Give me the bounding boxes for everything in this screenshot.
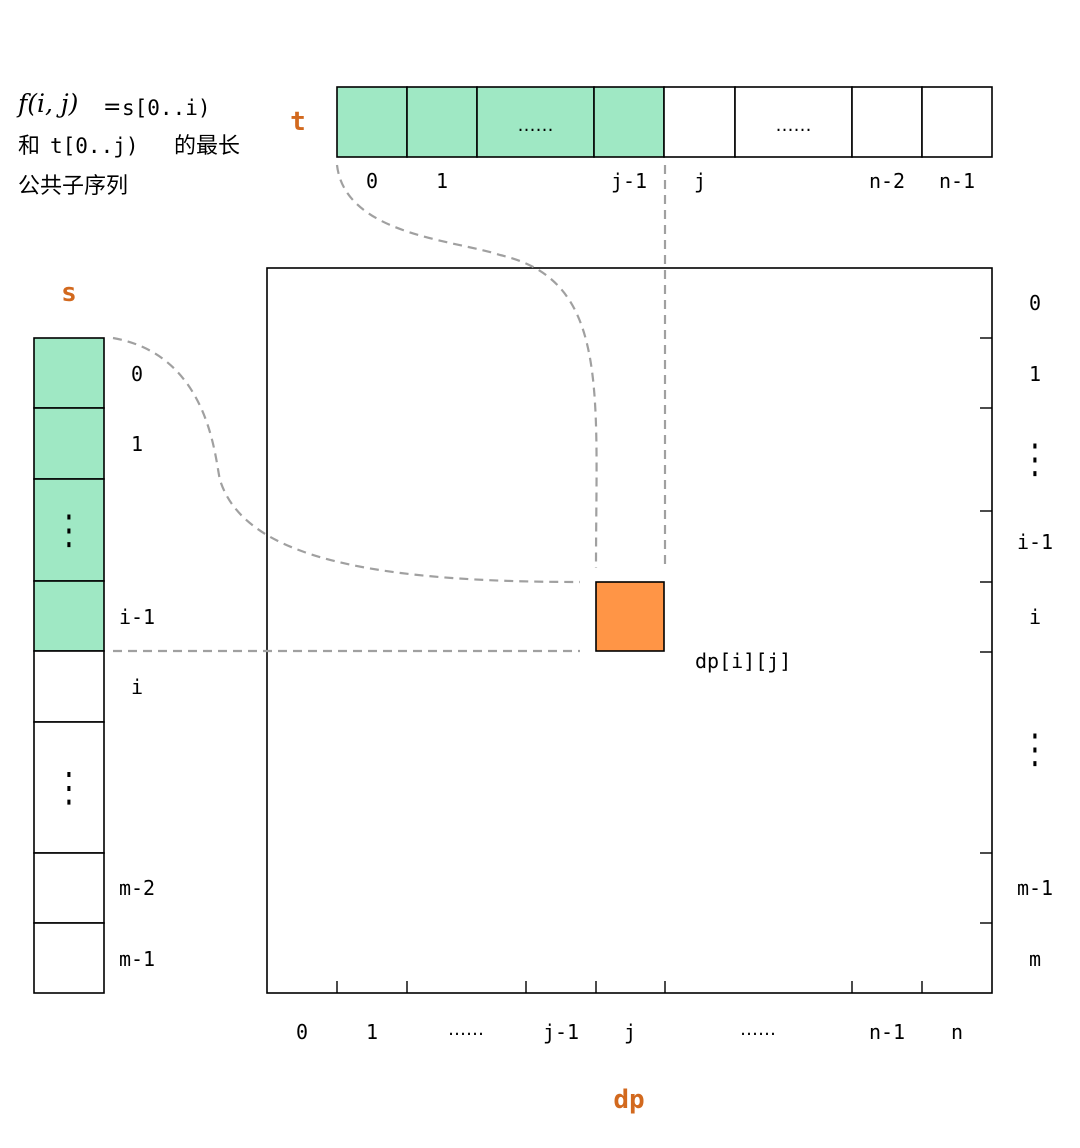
t-cell: [406, 86, 478, 158]
s-cell: [33, 852, 105, 924]
dp-row-labels: 0 1 ⋮ i-1 i ⋮ m-1 m: [1017, 291, 1053, 971]
definition-s-range: s[0..i): [122, 96, 211, 120]
dp-target-cell: [595, 581, 665, 652]
dp-row-m: m: [1029, 947, 1041, 971]
connectors: [112, 164, 667, 653]
s-array-name: s: [61, 278, 77, 308]
definition-line2-prefix: 和: [18, 134, 40, 159]
s-cell: [33, 337, 105, 409]
dp-bottom-ticks: [336, 981, 923, 993]
dp-col-0: 0: [296, 1020, 308, 1044]
t-cell: [851, 86, 923, 158]
t-cell-ellipsis: ……: [518, 115, 554, 136]
t-array-name: t: [290, 107, 306, 137]
dp-column-labels: 0 1 …… j-1 j …… n-1 n: [296, 1019, 963, 1044]
dp-target-label: dp[i][j]: [695, 649, 791, 673]
dp-row-0: 0: [1029, 291, 1041, 315]
dp-row-m-1: m-1: [1017, 876, 1053, 900]
dp-col-ellipsis-2: ……: [740, 1019, 776, 1040]
s-index-m-2: m-2: [119, 876, 155, 900]
dp-row-i: i: [1029, 605, 1041, 629]
s-cell: [33, 922, 105, 994]
dp-row-i-1: i-1: [1017, 530, 1053, 554]
definition-block: f(i, j) = s[0..i) 和 t[0..j) 的最长 公共子序列: [16, 89, 240, 199]
s-array: ⋮⋮: [33, 337, 105, 994]
definition-t-range: t[0..j): [50, 134, 139, 158]
connector-s-prefix: [112, 336, 581, 584]
s-cell: [33, 721, 105, 854]
dp-row-vdots-2: ⋮: [1020, 726, 1050, 773]
s-cell-vdots: ⋮: [54, 765, 84, 812]
s-index-m-1: m-1: [119, 947, 155, 971]
definition-math: f(i, j): [16, 89, 78, 118]
s-index-i-1: i-1: [119, 605, 155, 629]
definition-line3: 公共子序列: [18, 174, 128, 199]
s-cell: [33, 478, 105, 582]
t-index-j: j: [694, 169, 706, 193]
t-index-0: 0: [366, 169, 378, 193]
dp-col-j-1: j-1: [543, 1020, 579, 1044]
t-array: …… ……: [336, 86, 993, 158]
definition-eq: =: [103, 95, 121, 120]
dp-row-1: 1: [1029, 362, 1041, 386]
t-cell-ellipsis: ……: [776, 115, 812, 136]
t-cell: [734, 86, 853, 158]
s-cell: [33, 407, 105, 480]
s-cell: [33, 580, 105, 652]
dp-col-j: j: [624, 1020, 636, 1044]
dp-col-1: 1: [366, 1020, 378, 1044]
t-index-n-1: n-1: [939, 169, 975, 193]
dp-table-name: dp: [613, 1085, 644, 1115]
t-cell: [663, 86, 736, 158]
dp-col-n: n: [951, 1020, 963, 1044]
definition-line2-suffix: 的最长: [174, 134, 240, 159]
t-cell: [336, 86, 408, 158]
s-index-labels: 0 1 i-1 i m-2 m-1: [119, 362, 155, 971]
connector-t-prefix: [335, 164, 598, 569]
s-cell: [33, 650, 105, 723]
s-index-i: i: [131, 675, 143, 699]
t-index-j-1: j-1: [611, 169, 647, 193]
s-index-0: 0: [131, 362, 143, 386]
dp-col-n-1: n-1: [869, 1020, 905, 1044]
t-index-1: 1: [436, 169, 448, 193]
dp-right-ticks: [980, 337, 992, 924]
t-index-n-2: n-2: [869, 169, 905, 193]
t-cell: [593, 86, 665, 158]
dp-row-vdots-1: ⋮: [1020, 436, 1050, 483]
dp-col-ellipsis-1: ……: [448, 1019, 484, 1040]
t-cell: [476, 86, 595, 158]
s-cell-vdots: ⋮: [54, 507, 84, 554]
s-index-1: 1: [131, 432, 143, 456]
t-cell: [921, 86, 993, 158]
t-index-labels: 0 1 j-1 j n-2 n-1: [366, 169, 975, 193]
dp-table-frame: [266, 267, 993, 994]
